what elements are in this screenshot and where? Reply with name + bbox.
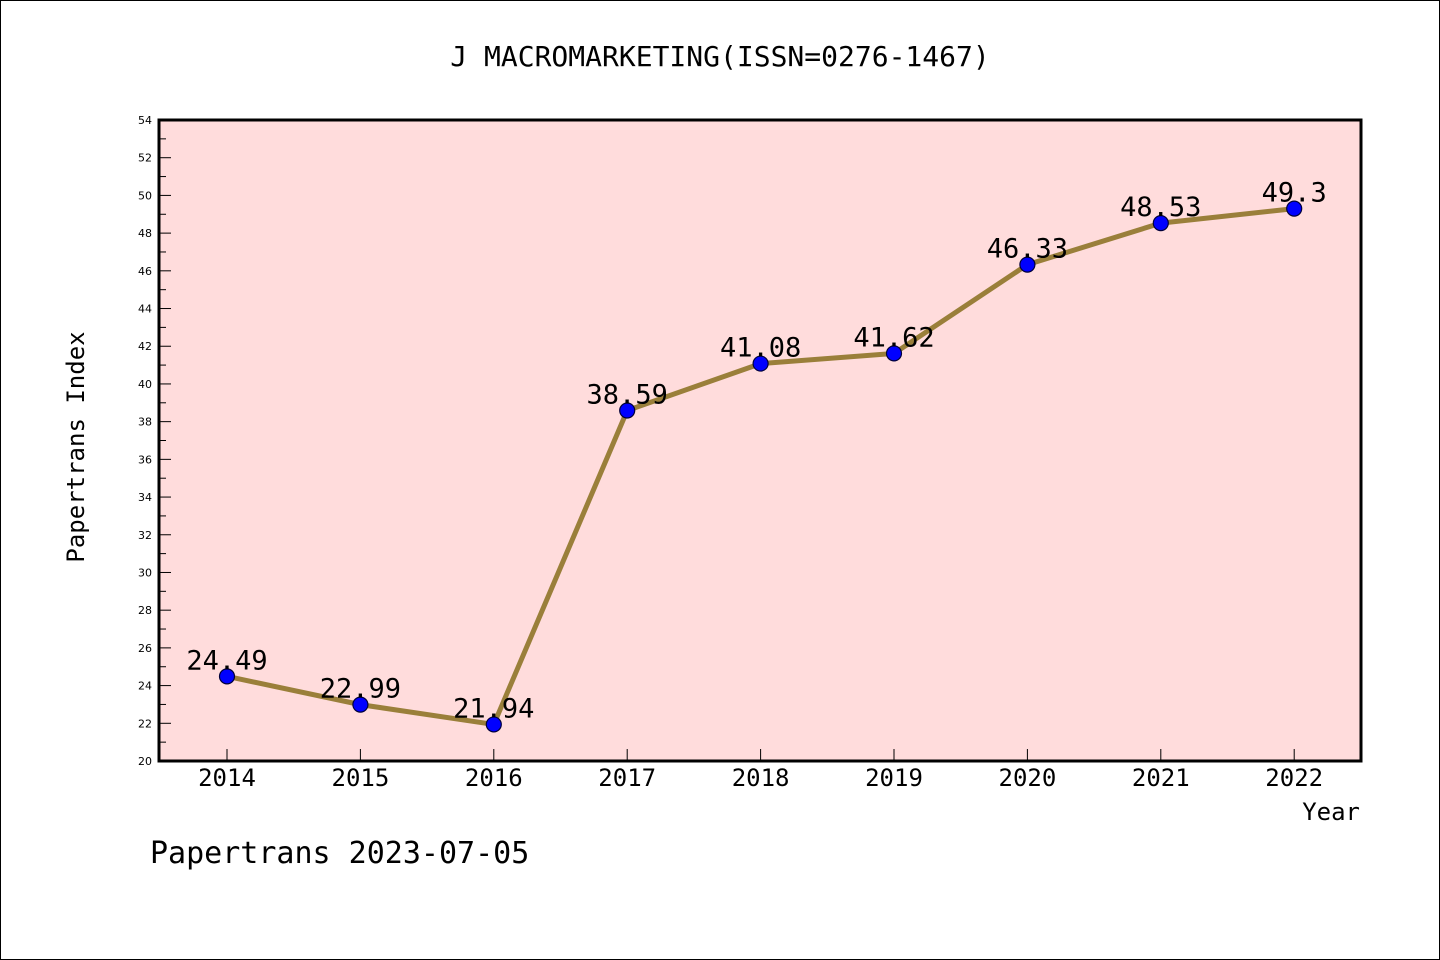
y-axis-label: Papertrans Index (62, 331, 90, 562)
x-tick-label: 2021 (1132, 764, 1190, 792)
y-tick-label: 36 (138, 453, 152, 466)
data-label-2020: 46.33 (987, 234, 1068, 265)
x-tick-label: 2019 (865, 764, 923, 792)
data-point-2022 (1286, 200, 1303, 217)
data-label-2015: 22.99 (320, 674, 401, 705)
data-point-2016 (485, 716, 502, 733)
data-label-2019: 41.62 (853, 322, 934, 353)
y-tick-label: 26 (138, 642, 152, 655)
y-tick-label: 34 (138, 491, 152, 504)
y-tick-label: 44 (138, 303, 152, 316)
data-labels: 24.49 22.99 21.94 38.59 41.08 41.62 46.33 48.53… (186, 178, 1326, 725)
y-tick-label: 40 (138, 378, 152, 391)
data-label-2022: 49.3 (1262, 178, 1327, 209)
x-tick-label: 2017 (598, 764, 656, 792)
data-point-2014 (218, 668, 236, 685)
footer-credit: Papertrans 2023-07-05 (150, 836, 529, 871)
data-point-2015 (352, 696, 369, 713)
y-axis-ticks: 20 22 24 26 28 30 32 34 36 38 40 42 44 46 48 50 52 54 (138, 114, 171, 768)
x-tick-label: 2015 (332, 764, 390, 792)
y-tick-label: 42 (138, 340, 152, 353)
x-tick-label: 2016 (465, 764, 523, 792)
x-tick-label: 2022 (1265, 764, 1323, 792)
data-point-2021 (1152, 215, 1169, 232)
x-axis-label: Year (1302, 798, 1360, 826)
y-tick-label: 22 (138, 717, 152, 730)
data-point-2019 (885, 345, 903, 362)
data-label-2017: 38.59 (587, 380, 668, 411)
y-tick-label: 54 (138, 114, 152, 127)
y-tick-label: 48 (138, 227, 152, 240)
y-tick-label: 30 (138, 566, 152, 579)
x-tick-label: 2014 (198, 764, 256, 792)
chart-title: J MACROMARKETING(ISSN=0276-1467) (450, 40, 989, 73)
x-axis-ticks: 2014 2015 2016 2017 2018 2019 2020 2021 2022 (198, 749, 1323, 792)
x-tick-label: 2020 (999, 764, 1057, 792)
y-tick-label: 24 (138, 680, 152, 693)
data-label-2021: 48.53 (1120, 192, 1201, 223)
data-point-2018 (752, 355, 769, 372)
data-label-2016: 21.94 (453, 693, 534, 724)
y-tick-label: 32 (138, 529, 152, 542)
data-point-2017 (619, 402, 636, 419)
series-markers (218, 200, 1303, 733)
data-label-2018: 41.08 (720, 333, 801, 364)
data-label-2014: 24.49 (186, 645, 267, 676)
data-point-2020 (1019, 256, 1036, 273)
y-tick-label: 38 (138, 416, 152, 429)
y-tick-label: 50 (138, 189, 152, 202)
y-tick-label: 46 (138, 265, 152, 278)
y-tick-label: 52 (138, 152, 152, 165)
y-tick-label: 28 (138, 604, 152, 617)
y-tick-label: 20 (138, 755, 152, 768)
x-tick-label: 2018 (732, 764, 790, 792)
